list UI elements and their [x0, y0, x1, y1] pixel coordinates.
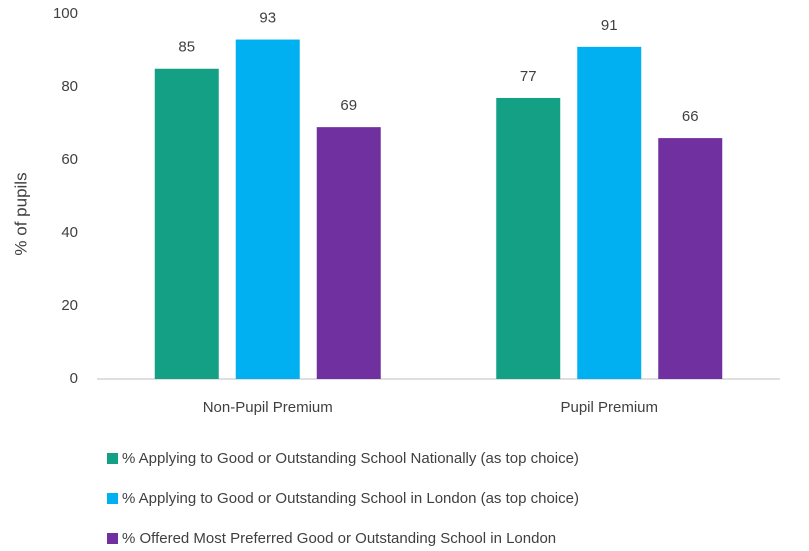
- legend-label: % Offered Most Preferred Good or Outstan…: [122, 530, 556, 547]
- data-label: 91: [601, 17, 618, 34]
- legend-label: % Applying to Good or Outstanding School…: [122, 450, 579, 467]
- bar: [154, 68, 219, 379]
- bar: [235, 39, 300, 380]
- bar: [658, 138, 723, 379]
- legend-swatch: [107, 533, 118, 544]
- data-label: 69: [340, 97, 357, 114]
- data-label: 85: [178, 39, 195, 56]
- y-tick-label: 40: [61, 224, 78, 241]
- y-axis-label: % of pupils: [11, 172, 30, 255]
- legend-swatch: [107, 493, 118, 504]
- x-tick-label: Non-Pupil Premium: [203, 399, 333, 416]
- data-label: 93: [259, 10, 276, 27]
- legend-swatch: [107, 453, 118, 464]
- y-tick-label: 100: [53, 5, 78, 22]
- y-tick-label: 20: [61, 297, 78, 314]
- y-tick-label: 80: [61, 78, 78, 95]
- legend-label: % Applying to Good or Outstanding School…: [122, 490, 579, 507]
- data-label: 77: [520, 68, 537, 85]
- bar: [577, 46, 642, 379]
- bar: [316, 127, 381, 380]
- bar: [496, 97, 561, 379]
- x-tick-label: Pupil Premium: [560, 399, 658, 416]
- y-tick-label: 60: [61, 151, 78, 168]
- data-label: 66: [682, 108, 699, 125]
- y-tick-label: 0: [70, 370, 78, 387]
